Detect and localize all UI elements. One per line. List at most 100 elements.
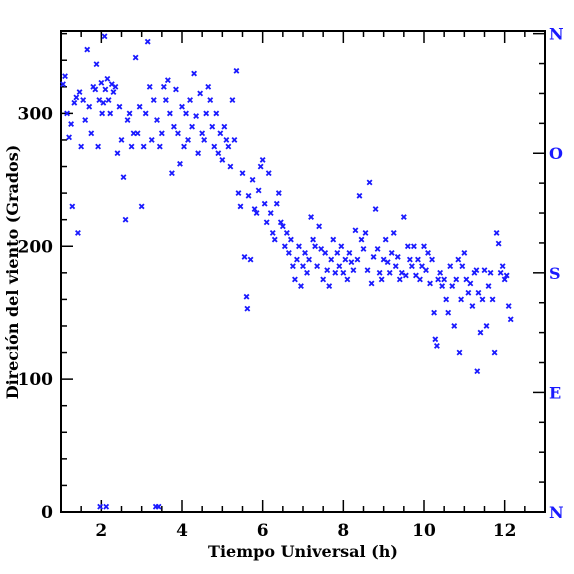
compass-labels: N E S O N <box>549 25 564 522</box>
data-point <box>505 303 512 309</box>
data-point <box>64 110 70 117</box>
axis-ticks <box>60 31 546 513</box>
x-tick-label: 4 <box>176 521 188 541</box>
data-point <box>201 137 208 143</box>
data-point <box>370 253 377 260</box>
data-point <box>88 130 95 137</box>
y-tick-label: 100 <box>18 370 54 390</box>
data-point <box>102 86 109 93</box>
data-point <box>503 272 510 279</box>
data-point <box>406 256 413 263</box>
data-point <box>168 170 175 177</box>
data-point <box>223 137 230 143</box>
data-point <box>181 143 187 150</box>
data-point <box>114 150 121 157</box>
data-point <box>60 81 66 88</box>
data-points <box>60 33 514 510</box>
tick-labels: 2 4 6 8 10 12 0 100 200 300 <box>18 104 517 541</box>
data-point <box>185 137 191 143</box>
data-point <box>330 236 337 243</box>
data-point <box>474 368 481 375</box>
data-point <box>461 249 468 256</box>
data-point <box>495 240 502 247</box>
data-point <box>231 137 238 143</box>
compass-label: E <box>549 383 561 402</box>
data-point <box>105 97 112 104</box>
data-point <box>173 86 179 93</box>
data-point <box>73 94 80 101</box>
data-point <box>249 176 256 183</box>
data-point <box>366 179 373 186</box>
data-point <box>281 243 288 250</box>
y-tick-label: 200 <box>18 237 54 257</box>
data-point <box>118 137 125 143</box>
data-point <box>499 263 506 270</box>
data-point <box>408 263 415 270</box>
data-point <box>107 110 114 117</box>
data-point <box>156 143 163 150</box>
data-point <box>267 210 274 216</box>
data-point <box>453 276 460 283</box>
data-point <box>154 117 160 123</box>
data-point <box>148 137 155 143</box>
data-point <box>419 263 425 270</box>
data-point <box>100 99 107 106</box>
data-point <box>439 283 446 290</box>
data-point <box>479 296 486 303</box>
data-point <box>98 79 105 86</box>
data-point <box>146 83 153 90</box>
data-point <box>491 349 498 356</box>
data-point <box>326 283 333 290</box>
data-point <box>132 54 139 61</box>
data-point <box>120 174 127 181</box>
data-point <box>354 256 361 263</box>
data-point <box>463 276 470 283</box>
data-point <box>320 276 327 283</box>
data-point <box>431 309 438 316</box>
data-point <box>195 150 202 157</box>
data-point <box>334 249 341 256</box>
data-point <box>237 203 244 210</box>
data-point <box>368 280 375 287</box>
data-point <box>435 276 442 283</box>
data-point <box>396 276 403 283</box>
data-point <box>458 296 465 303</box>
data-point <box>340 269 347 276</box>
data-point <box>75 230 81 236</box>
data-point <box>302 249 308 256</box>
y-axis-title: Direción del viento (Grados) <box>3 145 22 400</box>
data-point <box>209 123 216 130</box>
data-point <box>489 296 496 303</box>
data-point <box>207 97 214 104</box>
compass-label: N <box>549 503 564 522</box>
data-point <box>235 190 242 197</box>
data-point <box>69 203 76 210</box>
data-point <box>66 134 73 141</box>
data-point <box>417 276 423 283</box>
data-point <box>465 289 472 296</box>
data-point <box>487 269 494 276</box>
data-point <box>203 110 210 117</box>
data-point <box>358 236 365 243</box>
data-point <box>183 110 189 117</box>
data-point <box>166 110 173 117</box>
data-point <box>71 99 78 106</box>
data-point <box>429 256 436 263</box>
data-point <box>322 249 329 256</box>
data-point <box>441 276 448 283</box>
data-point <box>177 160 183 167</box>
data-point <box>122 216 129 223</box>
data-point <box>221 123 228 130</box>
data-point <box>316 223 323 230</box>
data-point <box>110 89 117 96</box>
data-point <box>456 349 463 356</box>
data-point <box>134 130 141 137</box>
data-point <box>211 143 218 150</box>
data-point <box>86 103 93 110</box>
data-point <box>175 130 181 137</box>
x-axis-title: Tiempo Universal (h) <box>208 542 398 561</box>
data-point <box>164 77 171 84</box>
data-point <box>304 269 310 276</box>
data-point <box>394 253 401 260</box>
